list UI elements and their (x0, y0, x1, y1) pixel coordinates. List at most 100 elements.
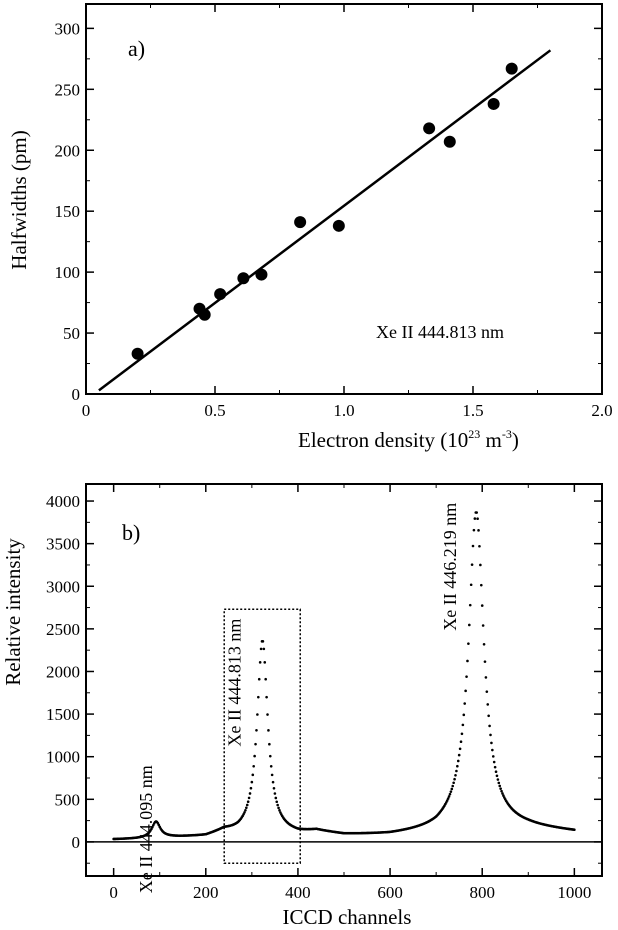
panel-b-x-tick-label: 800 (469, 883, 495, 902)
panel-b-x-tick-label: 0 (109, 883, 118, 902)
spectrum-point (500, 789, 503, 793)
panel-b-y-tick-label: 2000 (46, 662, 80, 681)
panel-a-x-tick-label: 1.5 (462, 401, 483, 420)
spectrum-point (453, 777, 456, 781)
panel-a-halfwidths-vs-density: 0 0.5 1.0 1.5 2.0 0 50 100 150 200 250 300 a) Xe II… (7, 3, 613, 452)
spectrum-point (451, 784, 455, 788)
spectrum-point (249, 786, 253, 790)
spectrum-point (455, 769, 458, 773)
spectrum-point (460, 732, 464, 736)
spectrum-point (489, 733, 492, 737)
spectrum-point (252, 764, 255, 768)
spectrum-point (479, 583, 483, 587)
panel-b-peak-labels: Xe II 444.095 nm Xe II 444.813 nm Xe II 44… (136, 503, 460, 893)
spectrum-point (466, 659, 469, 663)
spectrum-point (246, 800, 250, 803)
panel-a-frame (85, 3, 603, 395)
panel-a-ticks: 0 0.5 1.0 1.5 2.0 0 50 100 150 200 250 300 (55, 4, 613, 420)
spectrum-point (245, 803, 249, 807)
panel-b-y-tick-label: 3500 (46, 535, 80, 554)
data-point (423, 122, 436, 135)
panel-b-y-axis-label: Relative intensity (1, 538, 25, 686)
panel-b-spectrum-dots (112, 511, 576, 841)
spectrum-point (278, 809, 281, 812)
spectrum-point (473, 517, 477, 520)
panel-b-y-tick-label: 4000 (46, 492, 80, 511)
spectrum-point (266, 713, 269, 716)
spectrum-point (255, 728, 258, 732)
spectrum-point (276, 803, 279, 807)
spectrum-point (470, 563, 474, 566)
spectrum-point (458, 747, 462, 751)
spectrum-point (480, 604, 484, 607)
spectrum-point (495, 774, 499, 778)
spectrum-point (468, 603, 472, 607)
spectrum-point (269, 764, 273, 768)
panel-b-ticks: 0 200 400 600 800 1000 0 500 1000 1500 2000 2500 300… (46, 484, 602, 902)
spectrum-point (476, 517, 479, 521)
spectrum-point (487, 714, 490, 718)
panel-a-y-tick-label: 50 (63, 324, 80, 343)
spectrum-point (243, 811, 246, 814)
spectrum-point (491, 755, 495, 758)
spectrum-point (253, 754, 256, 758)
spectrum-point (254, 742, 257, 746)
spectrum-point (459, 740, 463, 744)
spectrum-point (257, 695, 260, 699)
panel-a-x-axis-label: Electron density (1023 m-3) (298, 427, 519, 452)
fit-line (98, 49, 552, 392)
spectrum-point (248, 792, 252, 795)
data-point (487, 97, 500, 110)
spectrum-point (492, 760, 496, 764)
panel-b-highlight-box (223, 608, 301, 864)
spectrum-point (484, 676, 488, 679)
spectrum-point (493, 765, 497, 769)
spectrum-point (486, 703, 490, 706)
spectrum-point (464, 689, 467, 693)
spectrum-point (490, 741, 493, 745)
panel-b-y-tick-label: 2500 (46, 620, 80, 639)
peak-label: Xe II 444.095 nm (136, 765, 156, 893)
panel-a-y-tick-label: 150 (55, 202, 81, 221)
panel-a-y-tick-label: 100 (55, 263, 81, 282)
spectrum-point (447, 795, 451, 798)
peak-label: Xe II 444.813 nm (224, 619, 244, 747)
spectrum-point (262, 647, 266, 651)
panel-b-x-tick-label: 200 (193, 883, 219, 902)
panel-b-y-tick-label: 1500 (46, 705, 80, 724)
spectrum-point (251, 773, 255, 777)
spectrum-point (488, 724, 491, 728)
spectrum-point (477, 529, 480, 532)
spectrum-point (264, 677, 267, 681)
panel-a-x-tick-label: 1.0 (333, 401, 354, 420)
spectrum-point (245, 806, 248, 810)
spectrum-point (247, 796, 251, 800)
panel-a-label: a) (128, 36, 145, 61)
spectrum-point (265, 695, 268, 699)
spectrum-point (491, 748, 494, 752)
spectrum-point (449, 790, 453, 793)
panel-b-x-axis-label: ICCD channels (283, 905, 412, 929)
panel-a-y-tick-label: 200 (55, 141, 81, 160)
panel-a-annotation: Xe II 444.813 nm (376, 322, 504, 342)
spectrum-point (475, 511, 478, 514)
panel-b-y-tick-label: 500 (55, 790, 81, 809)
spectrum-point (446, 797, 450, 800)
highlight-box (223, 608, 301, 864)
panel-a-fit-line (98, 49, 552, 392)
spectrum-point (257, 677, 261, 681)
panel-a-points (131, 62, 518, 360)
spectrum-point (461, 723, 465, 727)
spectrum-point (448, 792, 452, 796)
spectrum-point (482, 642, 486, 646)
panel-b-x-tick-label: 400 (285, 883, 311, 902)
data-point (294, 216, 307, 229)
panel-b-label: b) (122, 520, 140, 545)
spectrum-point (268, 742, 271, 746)
spectrum-point (494, 770, 498, 774)
peak-label: Xe II 446.219 nm (440, 503, 460, 631)
panel-a-y-tick-label: 250 (55, 80, 81, 99)
spectrum-point (497, 781, 501, 785)
spectrum-point (472, 528, 476, 532)
spectrum-point (256, 713, 259, 716)
